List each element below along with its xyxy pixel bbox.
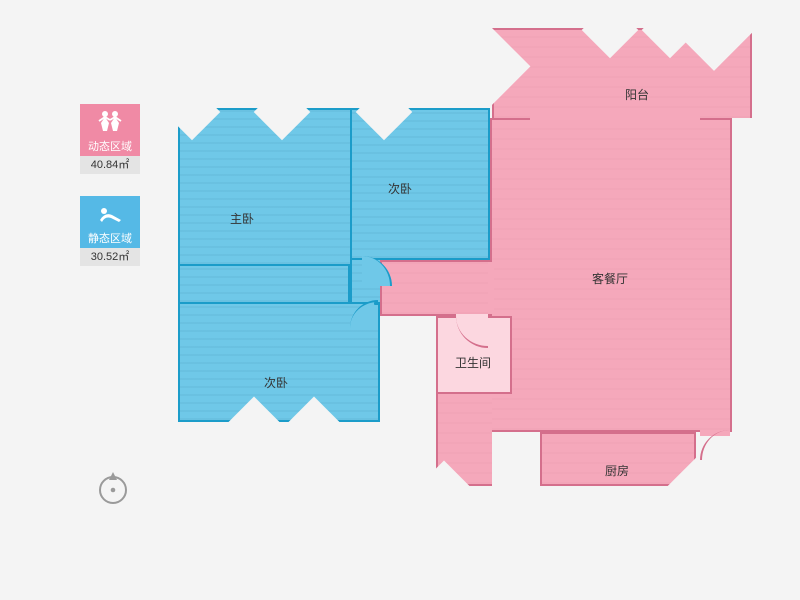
label-living: 客餐厅 bbox=[592, 270, 628, 287]
legend-dynamic-title: 动态区域 bbox=[80, 138, 140, 156]
room-bed2-bot bbox=[178, 302, 380, 422]
gap-balcony-living bbox=[530, 116, 700, 122]
label-bed2bot: 次卧 bbox=[264, 374, 288, 391]
label-master: 主卧 bbox=[230, 210, 254, 227]
legend-dynamic: 动态区域 40.84㎡ bbox=[80, 104, 140, 174]
legend-static-title: 静态区域 bbox=[80, 230, 140, 248]
room-master-ext bbox=[178, 266, 350, 302]
room-master bbox=[178, 108, 350, 266]
compass-icon bbox=[92, 466, 134, 508]
room-hall-pink bbox=[380, 260, 492, 316]
legend-static: 静态区域 30.52㎡ bbox=[80, 196, 140, 266]
legend-dynamic-icon bbox=[80, 104, 140, 138]
label-bathroom: 卫生间 bbox=[455, 354, 491, 371]
legend-static-value: 30.52㎡ bbox=[80, 248, 140, 266]
door-knob-bed2bot bbox=[374, 302, 380, 305]
label-balcony: 阳台 bbox=[625, 86, 649, 103]
label-kitchen: 厨房 bbox=[605, 462, 629, 479]
room-bed2-top bbox=[350, 108, 490, 260]
legend-static-icon bbox=[80, 196, 140, 230]
gap-hall-living bbox=[488, 262, 494, 314]
label-bed2top: 次卧 bbox=[388, 180, 412, 197]
legend-dynamic-value: 40.84㎡ bbox=[80, 156, 140, 174]
floorplan-stage: 阳台 客餐厅 厨房 卫生间 主卧 次卧 次卧 动态区域 40.84㎡ bbox=[0, 0, 800, 600]
